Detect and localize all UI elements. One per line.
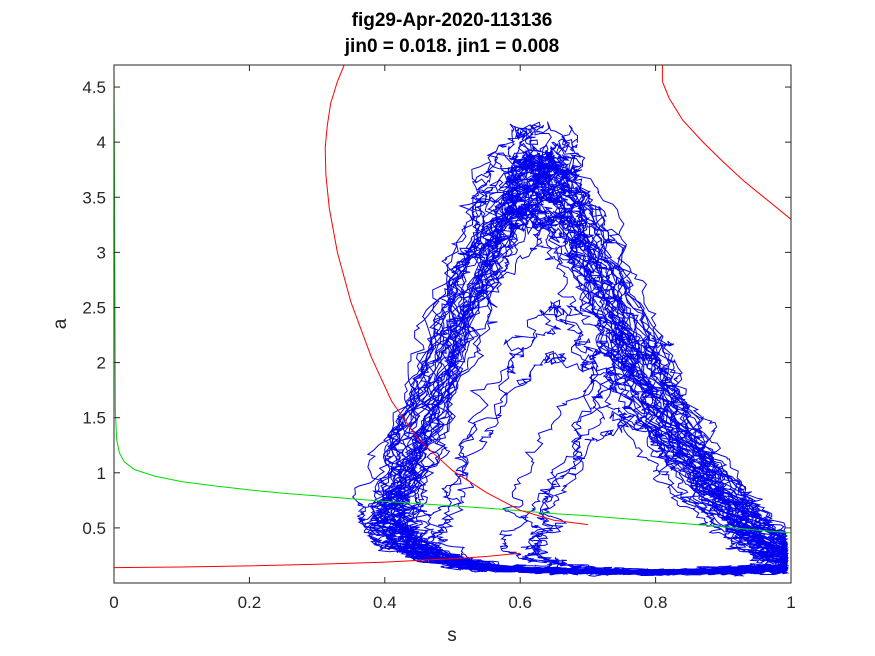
- y-tick-label: 0.5: [82, 519, 106, 538]
- x-axis-label: s: [447, 625, 457, 646]
- trajectory-line: [400, 210, 789, 575]
- chart-title: fig29-Apr-2020-113136: [352, 10, 553, 31]
- y-tick-label: 1: [97, 464, 106, 483]
- trajectory-line: [383, 150, 788, 575]
- nullcline-line-4: [661, 65, 791, 220]
- x-tick-label: 0.8: [644, 593, 668, 612]
- chart-subtitle: jin0 = 0.018. jin1 = 0.008: [344, 36, 559, 57]
- nullcline-line-2: [324, 65, 588, 526]
- trajectory-line: [520, 410, 789, 577]
- nullcline-line-1: [114, 65, 791, 534]
- plot-area: [114, 65, 791, 583]
- axes: 0 0.2 0.4 0.6 0.8 1 0.5 1 1.5 2 2.5 3 3.5 4 4.5: [82, 64, 796, 612]
- x-tick-label: 0.2: [238, 593, 262, 612]
- y-tick-label: 2.5: [82, 298, 106, 317]
- axes-box: [113, 64, 792, 584]
- y-tick-label: 1.5: [82, 409, 106, 428]
- y-axis-label: a: [50, 318, 71, 329]
- y-tick-label: 4.5: [82, 78, 106, 97]
- nullcline-line-3: [114, 552, 521, 569]
- y-tick-label: 3.5: [82, 188, 106, 207]
- y-tick-label: 3: [97, 243, 106, 262]
- y-tick-label: 2: [97, 354, 106, 373]
- plot-content: [114, 65, 791, 577]
- y-tick-label: 4: [97, 133, 106, 152]
- x-tick-label: 0.6: [508, 593, 532, 612]
- x-tick-label: 1: [786, 593, 795, 612]
- x-tick-label: 0.4: [373, 593, 397, 612]
- x-tick-label: 0: [109, 593, 118, 612]
